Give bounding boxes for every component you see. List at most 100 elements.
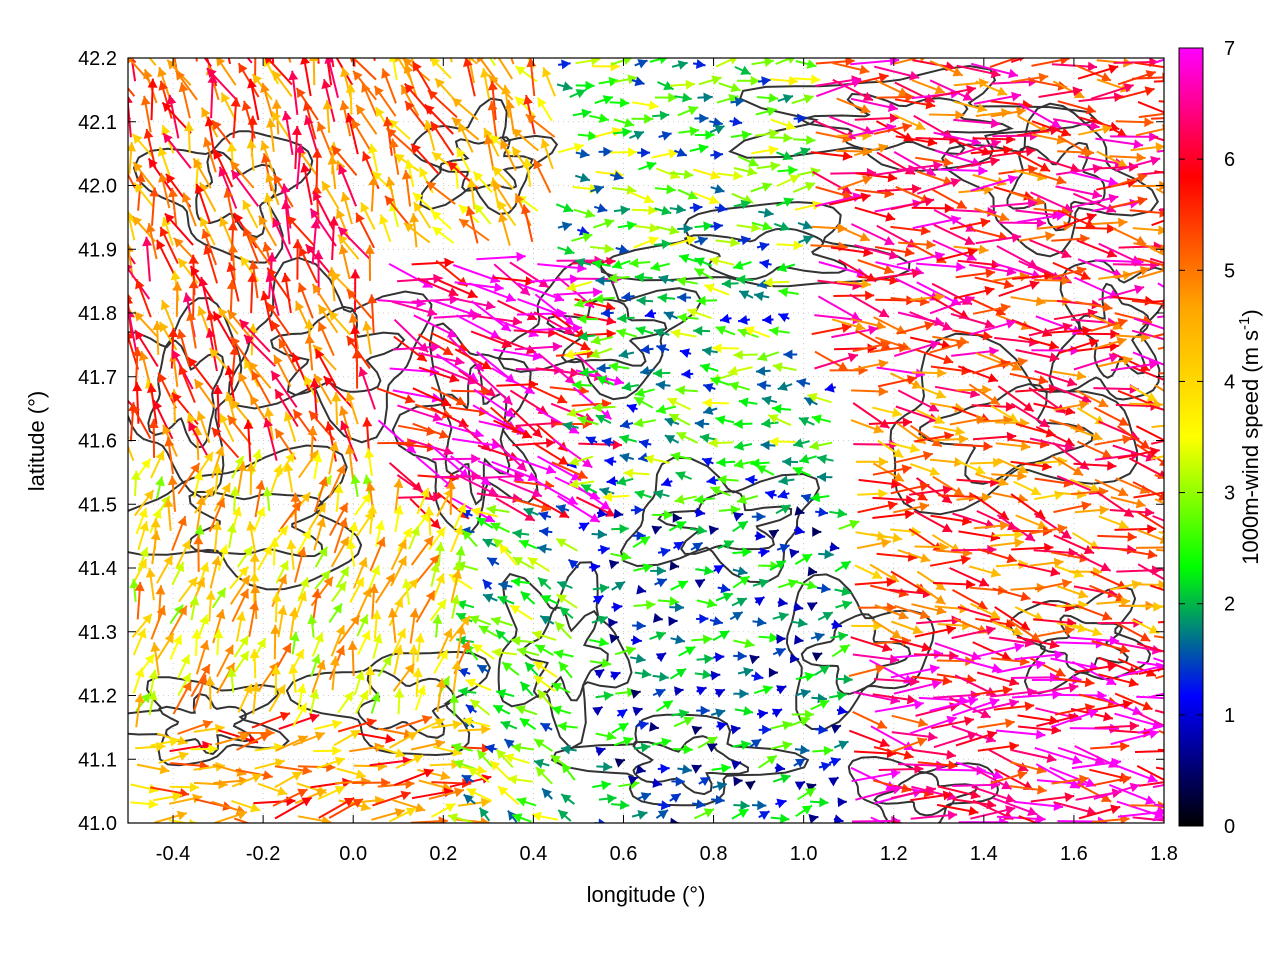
wind-arrow-head [811,74,820,84]
wind-arrow [1150,248,1182,264]
wind-arrow [990,54,1027,67]
wind-arrow-head [1169,725,1179,734]
wind-arrow-head [1039,73,1049,83]
wind-arrow-head [1168,816,1178,826]
wind-arrow-head [713,616,723,626]
wind-arrow-head [879,457,888,467]
wind-arrow-head [702,346,712,356]
wind-arrow-head [424,25,434,34]
wind-arrow-head [700,433,710,443]
wind-arrow-head [409,608,419,618]
wind-arrow-head [285,453,294,463]
wind-arrow-head [806,135,815,145]
wind-arrow-head [291,493,301,502]
wind-arrow-head [362,417,372,426]
wind-arrow [1011,48,1052,62]
wind-arrow-head [722,279,731,289]
wind-arrow-head [636,654,646,664]
wind-arrow-head [125,38,135,48]
wind-arrow [494,50,513,79]
wind-arrow-head [707,476,717,486]
wind-arrow-head [902,123,912,133]
wind-arrow-head [534,759,544,769]
wind-arrow-head [799,454,809,464]
wind-arrow [1133,352,1178,370]
x-tick-label: 1.0 [790,843,818,865]
wind-arrow-head [561,745,571,755]
wind-arrow-head [322,25,332,35]
wind-arrow-head [368,144,378,154]
wind-arrow-head [472,311,481,321]
wind-arrow-head [678,60,688,70]
wind-arrow-head [656,404,666,414]
wind-arrow-head [1103,712,1113,722]
wind-arrow-head [602,437,612,447]
wind-arrow-head [675,602,684,612]
wind-arrow-head [165,26,175,36]
y-tick-label: 42.2 [78,48,117,70]
wind-arrow-head [707,598,717,608]
wind-arrow-head [675,635,685,645]
wind-arrow-head [980,218,990,228]
wind-arrow-head [924,197,934,207]
wind-arrow-head [620,524,629,534]
wind-arrow-head [404,223,414,232]
wind-arrow-head [769,145,779,155]
wind-arrow-head [176,71,185,81]
wind-arrow-head [563,81,573,91]
wind-arrow-head [691,765,701,774]
y-tick-label: 41.3 [78,622,117,644]
wind-arrow-head [783,133,792,143]
wind-arrow-head [211,556,221,566]
wind-arrow-head [195,525,205,535]
wind-arrow-head [779,476,789,486]
wind-arrow-head [1025,701,1035,711]
wind-arrow-head [206,591,216,600]
colorbar-tick-label: 1 [1224,705,1235,727]
wind-arrow-head [534,676,544,685]
x-tick-label: 0.6 [610,843,638,865]
wind-arrow-head [350,269,360,278]
wind-arrow-head [424,536,433,546]
x-tick-label: 0.4 [519,843,547,865]
wind-arrow-head [346,392,356,402]
x-tick-label: -0.2 [246,843,280,865]
wind-arrow-head [186,311,196,321]
wind-arrow-head [695,419,704,429]
wind-arrow-head [637,810,647,820]
wind-arrow-head [765,490,775,500]
wind-arrow-head [119,291,128,301]
wind-arrow-head [177,329,187,339]
wind-arrow-head [1168,746,1177,756]
wind-arrow-head [277,606,287,616]
wind-arrow-head [1133,139,1143,149]
wind-arrow-head [459,219,469,228]
wind-arrow-head [155,477,165,487]
wind-arrow-head [945,203,954,213]
wind-arrow-head [652,778,662,788]
wind-arrow-head [1130,721,1139,731]
wind-arrow-head [481,44,490,54]
wind-arrow-head [760,259,770,269]
wind-arrow-head [789,549,799,559]
wind-arrow-head [703,405,713,415]
wind-arrow-head [512,743,522,753]
wind-arrow-head [658,810,668,819]
wind-arrow-head [914,700,924,710]
wind-arrow-head [613,440,622,450]
wind-arrow-head [651,526,661,535]
wind-arrow-head [626,646,636,656]
wind-arrow [314,52,315,85]
wind-arrow [502,30,514,64]
colorbar-label-close: ) [1238,309,1263,316]
wind-arrow-head [1168,363,1178,372]
wind-arrow-head [629,258,638,268]
wind-arrow-head [1060,55,1070,65]
wind-arrow-head [431,122,440,132]
y-tick-label: 42.1 [78,112,117,134]
wind-arrow-head [1167,110,1177,119]
wind-arrow-head [567,408,577,418]
wind-arrow-head [534,662,544,671]
wind-arrow-head [660,547,670,557]
